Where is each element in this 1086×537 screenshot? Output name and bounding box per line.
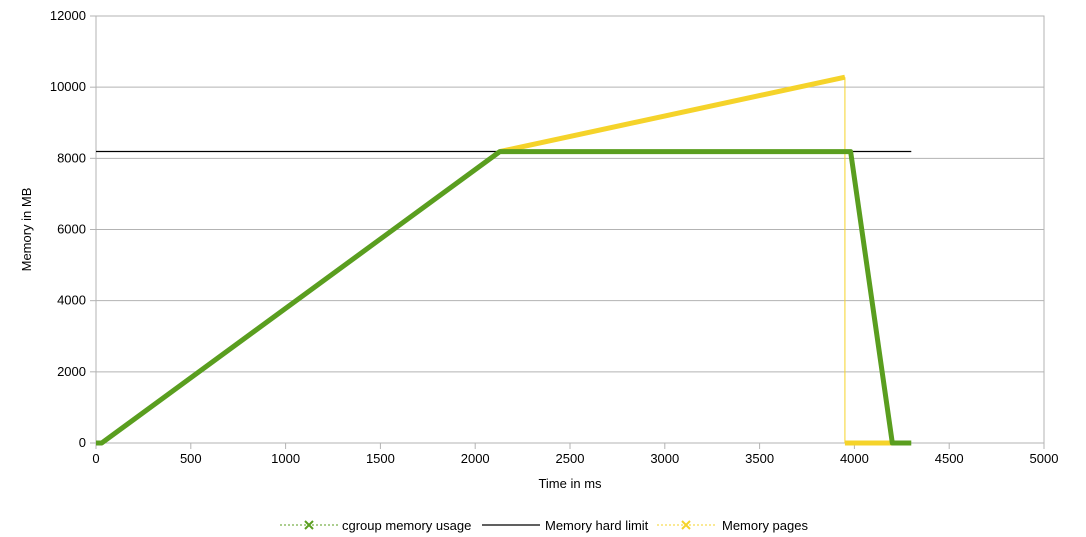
legend-label: Memory pages: [722, 518, 808, 533]
y-tick-label: 4000: [57, 293, 86, 308]
legend-marker-icon: [304, 520, 314, 530]
x-tick-label: 4000: [840, 451, 869, 466]
x-tick-label: 500: [180, 451, 202, 466]
y-tick-label: 12000: [50, 8, 86, 23]
legend-item: cgroup memory usage: [280, 518, 471, 533]
x-axis-title: Time in ms: [538, 476, 602, 491]
y-axis-ticks: 0 2000 4000 6000 8000 10000 12000: [50, 8, 96, 450]
y-tick-label: 0: [79, 435, 86, 450]
legend-item: Memory hard limit: [482, 518, 649, 533]
y-tick-label: 6000: [57, 222, 86, 237]
legend-label: Memory hard limit: [545, 518, 649, 533]
legend: cgroup memory usage Memory hard limit Memo…: [280, 518, 808, 533]
series-cgroup-memory-usage: [96, 149, 912, 446]
y-axis-title: Memory in MB: [19, 188, 34, 272]
x-axis-ticks: 0 500 1000 1500 2000 2500 3000 3500 4000 4500 5000: [92, 443, 1058, 466]
series-memory-pages: [499, 74, 893, 446]
legend-label: cgroup memory usage: [342, 518, 471, 533]
x-tick-label: 3000: [650, 451, 679, 466]
x-tick-label: 2000: [461, 451, 490, 466]
x-tick-label: 1500: [366, 451, 395, 466]
y-tick-label: 8000: [57, 150, 86, 165]
x-tick-label: 4500: [935, 451, 964, 466]
legend-marker-icon: [681, 520, 691, 530]
x-tick-label: 5000: [1030, 451, 1059, 466]
x-tick-label: 2500: [556, 451, 585, 466]
series-line: [96, 149, 912, 446]
y-tick-label: 10000: [50, 79, 86, 94]
legend-item: Memory pages: [657, 518, 808, 533]
x-tick-label: 1000: [271, 451, 300, 466]
series-segment: [499, 74, 846, 155]
y-tick-label: 2000: [57, 364, 86, 379]
series-layer: [96, 74, 912, 446]
x-tick-label: 0: [92, 451, 99, 466]
x-tick-label: 3500: [745, 451, 774, 466]
grid-lines: [96, 15, 1044, 444]
